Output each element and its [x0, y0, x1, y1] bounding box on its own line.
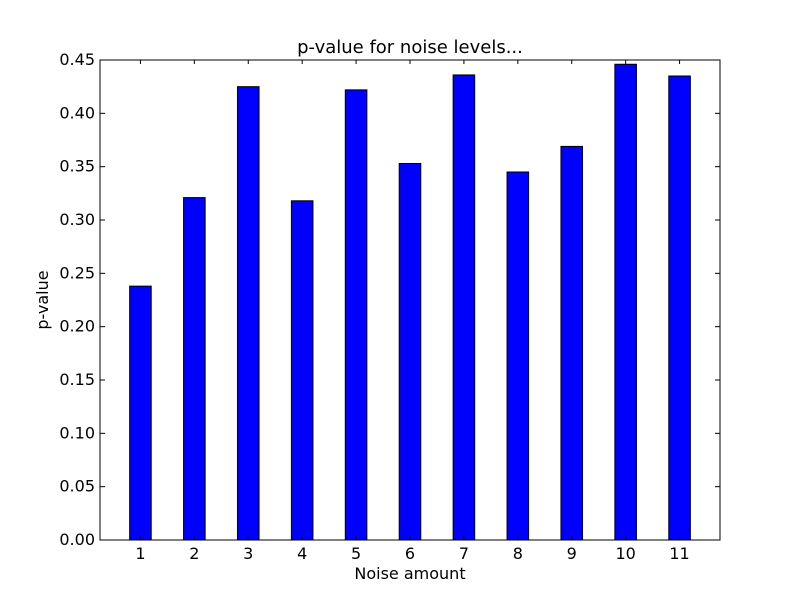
x-tick-label: 5 — [351, 544, 361, 563]
bars-group — [129, 63, 691, 541]
bar-1 — [129, 285, 152, 541]
bar-5 — [344, 89, 368, 541]
x-tick-label: 3 — [243, 544, 253, 563]
x-tick-label: 6 — [405, 544, 415, 563]
y-tick-label: 0.05 — [59, 477, 95, 496]
x-tick-label: 7 — [459, 544, 469, 563]
bar-6 — [398, 162, 422, 541]
y-tick-label: 0.10 — [59, 423, 95, 442]
x-tick-label: 8 — [513, 544, 523, 563]
x-tick-label: 2 — [189, 544, 199, 563]
y-tick-label: 0.30 — [59, 210, 95, 229]
x-axis-ticks: 1 2 3 4 5 6 7 8 9 10 11 — [135, 60, 690, 563]
bar-3 — [236, 86, 260, 541]
bar-2 — [183, 197, 206, 541]
chart-title: p-value for noise levels... — [297, 37, 523, 58]
bar-10 — [614, 63, 637, 541]
x-tick-label: 10 — [615, 544, 635, 563]
y-tick-label: 0.15 — [59, 370, 95, 389]
x-tick-label: 4 — [297, 544, 307, 563]
y-tick-label: 0.20 — [59, 317, 95, 336]
y-tick-label: 0.00 — [59, 530, 95, 549]
y-axis-ticks: 0.00 0.05 0.10 0.15 0.20 0.25 0.30 0.35 0.40 0.45 — [59, 50, 720, 549]
y-tick-label: 0.40 — [59, 103, 95, 122]
bar-8 — [506, 171, 530, 541]
bar-4 — [290, 200, 314, 541]
y-tick-label: 0.25 — [59, 263, 95, 282]
plot-frame — [99, 59, 721, 541]
bar-7 — [452, 74, 476, 541]
bar-9 — [560, 145, 584, 541]
bar-11 — [668, 75, 691, 541]
y-axis-label: p-value — [33, 270, 52, 329]
x-tick-label: 9 — [567, 544, 577, 563]
x-tick-label: 11 — [669, 544, 689, 563]
y-tick-label: 0.45 — [59, 50, 95, 69]
x-tick-label: 1 — [135, 544, 145, 563]
y-tick-label: 0.35 — [59, 157, 95, 176]
x-axis-label: Noise amount — [354, 564, 465, 583]
